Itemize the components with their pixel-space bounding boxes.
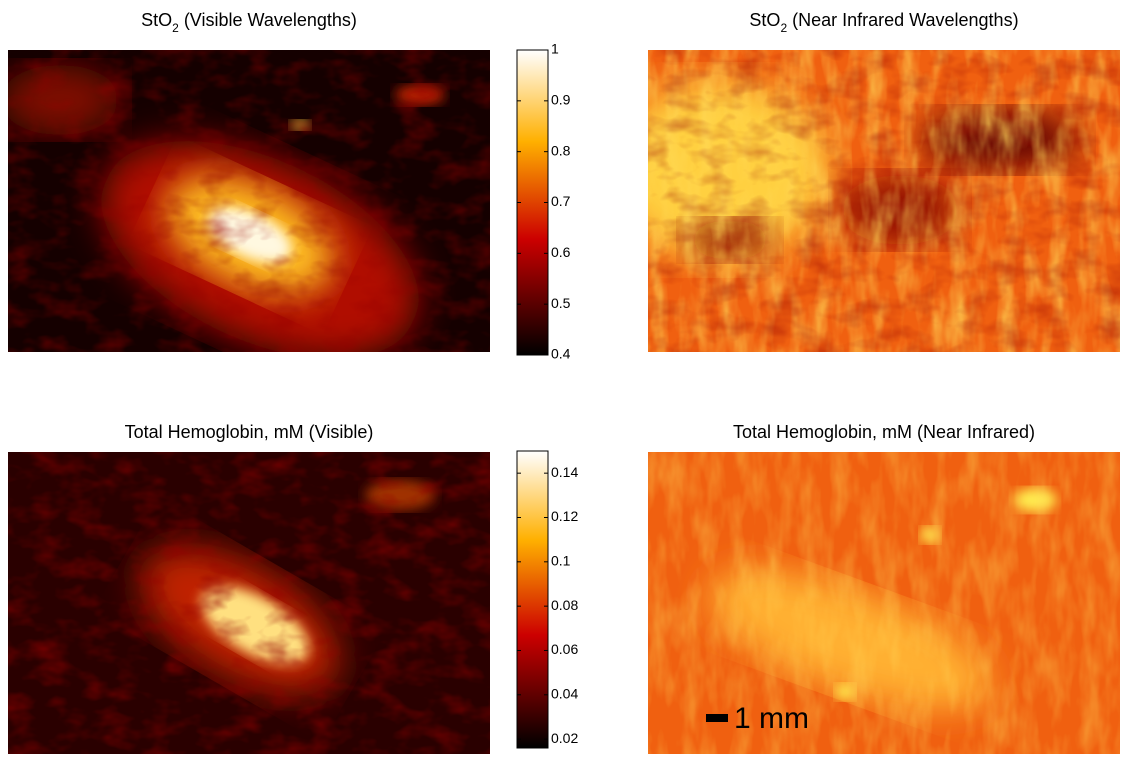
title-rest: (Near Infrared Wavelengths): [792, 10, 1018, 30]
scale-bar-label: 1 mm: [734, 702, 809, 735]
tick-label: 0.5: [551, 295, 571, 311]
tick-label: 0.02: [551, 730, 578, 746]
panel-title: StO2 (Visible Wavelengths): [141, 10, 357, 35]
tick-label: 0.8: [551, 142, 571, 158]
panel-title: Total Hemoglobin, mM (Near Infrared): [733, 422, 1035, 442]
heatmap: [610, 50, 1120, 352]
heatmap: 1 mm: [648, 452, 1120, 754]
scale-bar: [706, 714, 728, 722]
tick-label: 0.06: [551, 641, 578, 657]
title-rest: (Visible Wavelengths): [184, 10, 357, 30]
tick-label: 1: [551, 41, 559, 57]
heatmap: [8, 452, 490, 754]
tick-label: 0.9: [551, 92, 571, 108]
tick-label: 0.12: [551, 508, 578, 524]
heatmap: [0, 50, 490, 403]
tick-label: 0.1: [551, 553, 571, 569]
tick-label: 0.08: [551, 597, 578, 613]
title-main: StO: [749, 10, 780, 30]
panel-title: StO2 (Near Infrared Wavelengths): [749, 10, 1018, 35]
tick-label: 0.14: [551, 464, 578, 480]
tick-label: 0.6: [551, 244, 571, 260]
tick-label: 0.04: [551, 686, 578, 702]
figure: 1 mm StO2 (Visible Wavelengths) StO2 (Ne…: [0, 0, 1127, 754]
tick-label: 0.4: [551, 346, 571, 362]
title-main: StO: [141, 10, 172, 30]
colorbar: 0.02 0.04 0.06 0.08 0.1 0.12 0.14: [517, 451, 578, 748]
colorbar: 0.4 0.5 0.6 0.7 0.8 0.9 1: [517, 41, 571, 362]
panel-title: Total Hemoglobin, mM (Visible): [125, 422, 374, 442]
tick-label: 0.7: [551, 193, 571, 209]
